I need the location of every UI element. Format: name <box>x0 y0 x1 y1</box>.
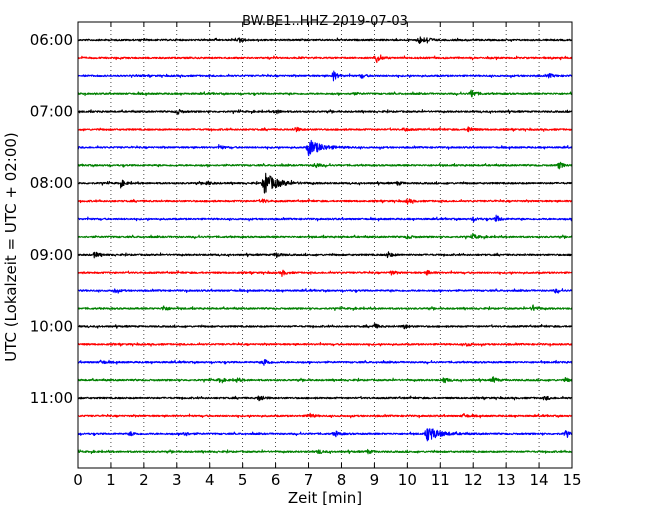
x-axis-label: Zeit [min] <box>288 489 362 507</box>
trace-line <box>77 172 573 194</box>
trace-line <box>77 54 573 64</box>
trace-line <box>77 198 573 205</box>
trace-line <box>77 376 573 384</box>
seismic-traces <box>77 36 573 455</box>
x-tick-label: 6 <box>271 471 281 489</box>
x-tick-label: 0 <box>73 471 83 489</box>
trace-line <box>77 161 573 170</box>
plot-frame <box>77 21 573 469</box>
x-tick-label: 9 <box>370 471 380 489</box>
y-tick-label: 10:00 <box>30 317 73 335</box>
y-tick-label: 08:00 <box>30 174 73 192</box>
trace-line <box>77 412 573 419</box>
x-tick-label: 5 <box>238 471 248 489</box>
y-tick-label: 11:00 <box>30 389 73 407</box>
trace-line <box>77 70 573 82</box>
x-tick-label: 10 <box>398 471 417 489</box>
trace-line <box>77 126 573 133</box>
trace-line <box>77 341 573 347</box>
trace-line <box>77 428 573 442</box>
x-tick-label: 14 <box>530 471 549 489</box>
y-tick-label: 09:00 <box>30 246 73 264</box>
x-tick-label: 7 <box>304 471 314 489</box>
trace-line <box>77 359 573 366</box>
y-tick-label: 06:00 <box>30 31 73 49</box>
y-axis-ticks: 06:00 07:00 08:00 09:00 10:00 11:00 <box>30 31 572 407</box>
trace-line <box>77 448 573 455</box>
trace-line <box>77 139 573 157</box>
x-tick-label: 13 <box>497 471 516 489</box>
trace-line <box>77 323 573 330</box>
trace-line <box>77 36 573 45</box>
trace-line <box>77 214 573 223</box>
trace-line <box>77 288 573 294</box>
trace-line <box>77 395 573 402</box>
x-tick-label: 4 <box>205 471 215 489</box>
y-axis-label: UTC (Lokalzeit = UTC + 02:00) <box>2 132 20 362</box>
x-tick-label: 2 <box>139 471 149 489</box>
x-tick-label: 1 <box>106 471 116 489</box>
x-tick-label: 11 <box>431 471 450 489</box>
trace-line <box>77 304 573 312</box>
x-tick-label: 15 <box>562 471 581 489</box>
vertical-grid <box>110 22 540 468</box>
trace-line <box>77 251 573 259</box>
x-axis-ticks: 0 1 2 3 4 5 6 7 8 9 10 11 12 13 14 15 <box>73 22 582 489</box>
y-tick-label: 07:00 <box>30 103 73 121</box>
trace-line <box>77 269 573 277</box>
x-tick-label: 3 <box>172 471 182 489</box>
trace-line <box>77 108 573 116</box>
trace-line <box>77 89 573 98</box>
trace-line <box>77 232 573 240</box>
x-tick-label: 8 <box>337 471 347 489</box>
x-tick-label: 12 <box>464 471 483 489</box>
